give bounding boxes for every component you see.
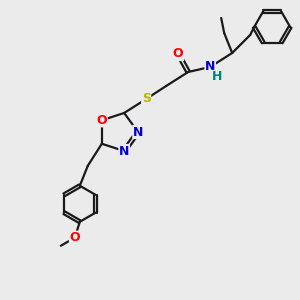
Text: N: N bbox=[119, 145, 129, 158]
Text: S: S bbox=[142, 92, 151, 106]
Text: O: O bbox=[70, 231, 80, 244]
Text: O: O bbox=[97, 114, 107, 127]
Text: N: N bbox=[205, 61, 215, 74]
Text: H: H bbox=[212, 70, 222, 83]
Text: O: O bbox=[173, 47, 184, 61]
Text: N: N bbox=[133, 125, 143, 139]
